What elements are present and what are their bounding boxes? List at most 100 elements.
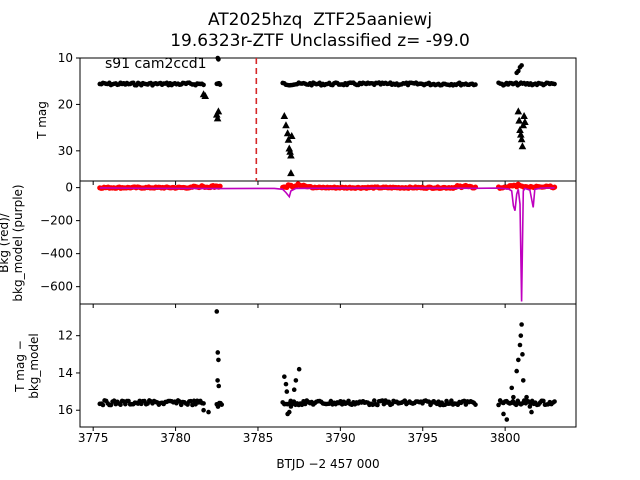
- data-point: [520, 352, 525, 357]
- x-tick-label: 3785: [243, 431, 274, 445]
- upper-limit-point: [287, 169, 295, 177]
- data-point: [520, 378, 526, 383]
- data-point: [216, 57, 221, 62]
- upper-limit-point: [516, 125, 524, 133]
- data-point: [541, 398, 546, 404]
- sector-camera-annotation: s91 cam2ccd1: [105, 56, 207, 72]
- data-point: [291, 387, 297, 393]
- data-point: [473, 82, 478, 87]
- x-tick-label: 3790: [325, 431, 356, 445]
- upper-limit-point: [280, 112, 289, 120]
- data-point: [449, 398, 454, 404]
- data-point: [216, 357, 221, 363]
- bkg-model-line: [99, 187, 555, 302]
- data-point: [518, 333, 524, 338]
- upper-limit-point: [287, 131, 296, 139]
- upper-limit-point: [515, 116, 523, 124]
- data-point: [100, 402, 106, 408]
- upper-limit-point: [284, 135, 293, 143]
- data-point: [501, 411, 506, 417]
- middle-y-axis-label-line2: bkg_model (purple): [11, 184, 25, 301]
- y-tick-label: 12: [58, 329, 73, 343]
- y-tick-label: −400: [40, 247, 73, 261]
- data-point: [201, 401, 206, 406]
- bottom-y-axis-label-line2: bkg_model: [27, 333, 41, 399]
- data-point: [516, 357, 521, 363]
- bkg-point: [217, 183, 223, 189]
- y-tick-label: 30: [58, 144, 73, 158]
- data-point: [514, 368, 519, 374]
- data-point: [214, 309, 220, 314]
- middle-panel-frame: [79, 180, 577, 305]
- upper-limit-point: [521, 118, 529, 126]
- x-tick-label: 3775: [78, 431, 109, 445]
- data-point: [217, 82, 223, 87]
- data-point: [191, 398, 197, 404]
- y-tick-label: −200: [40, 214, 73, 228]
- data-point: [371, 398, 377, 403]
- upper-limit-point: [282, 121, 290, 129]
- upper-limit-point: [520, 112, 528, 120]
- data-point: [496, 402, 501, 408]
- y-tick-label: 20: [58, 97, 73, 111]
- data-point: [296, 366, 302, 372]
- y-tick-label: 0: [65, 181, 73, 195]
- upper-limit-point: [516, 130, 525, 138]
- data-point: [206, 409, 211, 415]
- data-point: [552, 399, 557, 404]
- data-point: [215, 350, 221, 355]
- data-point: [516, 68, 521, 74]
- data-point: [375, 402, 380, 408]
- top-y-axis-label: T mag: [35, 101, 49, 140]
- data-point: [284, 389, 290, 394]
- upper-limit-point: [283, 129, 292, 137]
- upper-limit-point: [201, 92, 210, 100]
- upper-limit-point: [213, 114, 222, 122]
- chart-title-line1: AT2025hzq ZTF25aaniewj: [207, 10, 433, 30]
- x-axis-label: BTJD −2 457 000: [276, 457, 379, 471]
- y-tick-label: 14: [58, 366, 73, 380]
- data-point: [511, 394, 516, 400]
- chart-axes: 3775 3780 3785 3790 3795 3800 10 20 30 0 −200 −400 −…: [40, 51, 520, 445]
- y-tick-label: 10: [58, 51, 73, 65]
- data-point: [215, 404, 221, 409]
- data-point: [201, 407, 206, 413]
- data-point: [517, 342, 523, 348]
- data-point: [282, 374, 287, 379]
- x-tick-label: 3795: [407, 431, 438, 445]
- upper-limit-point: [514, 107, 523, 115]
- y-tick-label: −600: [40, 280, 73, 294]
- upper-limit-point: [286, 147, 294, 155]
- data-point: [529, 409, 534, 415]
- data-point: [379, 398, 385, 403]
- y-tick-label: 16: [58, 403, 73, 417]
- upper-limit-point: [517, 135, 526, 143]
- upper-limit-point: [287, 151, 295, 159]
- top-panel-frame: [79, 57, 577, 182]
- data-point: [286, 409, 292, 415]
- data-point: [219, 402, 225, 407]
- upper-limit-point: [518, 142, 527, 150]
- data-point: [519, 63, 524, 68]
- chart-marks: [97, 55, 558, 422]
- data-point: [527, 404, 533, 409]
- data-point: [201, 82, 206, 88]
- data-point: [473, 402, 478, 407]
- data-point: [288, 404, 294, 409]
- data-point: [293, 378, 299, 383]
- bottom-panel-frame: [79, 303, 577, 428]
- x-tick-label: 3780: [160, 431, 191, 445]
- bottom-y-axis-label-line1: T mag −: [13, 340, 27, 393]
- chart-title-line2: 19.6323r-ZTF Unclassified z= -99.0: [170, 31, 470, 51]
- upper-limit-point: [214, 107, 223, 115]
- data-point: [509, 385, 515, 391]
- data-point: [519, 322, 524, 327]
- data-point: [118, 402, 123, 408]
- data-point: [524, 394, 529, 400]
- data-point: [504, 417, 510, 422]
- data-point: [216, 383, 222, 389]
- x-tick-label: 3800: [490, 431, 521, 445]
- data-point: [552, 81, 557, 87]
- middle-y-axis-label-line1: Bkg (red)/: [0, 212, 11, 273]
